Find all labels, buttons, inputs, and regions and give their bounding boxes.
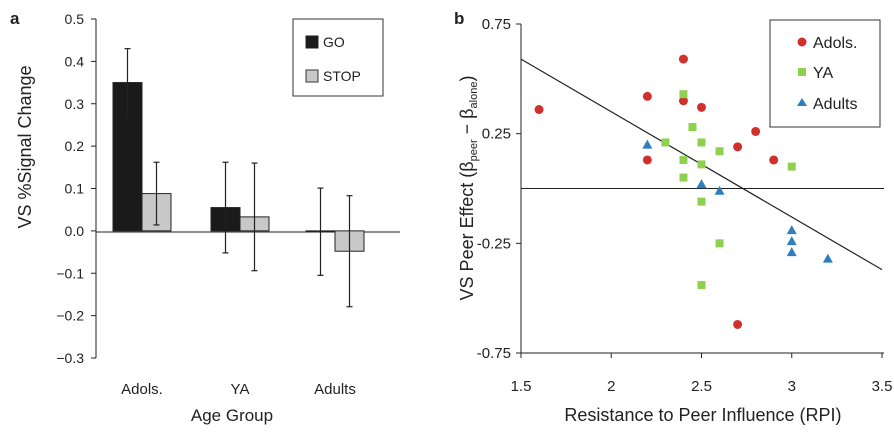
panel-b-legend: Adols. YA Adults (769, 19, 881, 128)
point-adults (786, 247, 797, 257)
point-adults (696, 179, 707, 189)
point-adols (678, 96, 688, 106)
panel-b-y-tick-label: 0.25 (482, 126, 511, 143)
point-ya (679, 90, 688, 99)
panel-b-y-tick-label: -0.75 (477, 345, 511, 362)
panel-a-legend-box (292, 18, 384, 97)
panel-a-y-tick-label: −0.3 (56, 350, 84, 366)
point-ya (697, 281, 706, 290)
point-ya (787, 162, 796, 171)
point-adols (751, 126, 761, 136)
panel-a-x-axis-label: Age Group (191, 406, 273, 425)
legend-adols-marker (797, 37, 807, 47)
point-adols (642, 155, 652, 165)
panel-b-x-tick-label: 2.5 (691, 378, 712, 395)
panel-a-y-axis-label: VS %Signal Change (15, 65, 35, 228)
panel-a-y-tick-label: 0.3 (65, 96, 85, 112)
point-adols (678, 54, 688, 64)
panel-b-y-label-prefix: VS Peer Effect (β (457, 161, 477, 300)
panel-a-label: a (10, 9, 20, 28)
panel-b-label: b (454, 9, 464, 28)
point-ya (679, 173, 688, 182)
panel-b-y-label-mid: − β (457, 108, 477, 139)
legend-go-label: GO (323, 34, 345, 50)
point-adols (642, 91, 652, 101)
panel-b-x-axis-label: Resistance to Peer Influence (RPI) (564, 405, 841, 425)
legend-adols-label: Adols. (813, 35, 857, 52)
panel-a-legend: GO STOP (292, 18, 384, 97)
panel-a-y-tick-label: 0.1 (65, 181, 85, 197)
point-adults (642, 139, 653, 149)
panel-b-y-axis-label: VS Peer Effect (βpeer − βalone) (457, 76, 480, 301)
point-adols (733, 142, 743, 152)
point-ya (688, 123, 697, 132)
point-ya (715, 239, 724, 248)
panel-a-y-tick-label: −0.2 (56, 308, 84, 324)
panel-a-x-tick-label: Adols. (121, 381, 163, 398)
panel-a-y-tick-label: 0.0 (65, 223, 85, 239)
panel-a-x-tick-label: Adults (314, 381, 356, 398)
legend-stop-label: STOP (323, 68, 361, 84)
legend-adults-label: Adults (813, 96, 857, 113)
legend-go-swatch (305, 35, 319, 49)
panel-a-chart: a VS %Signal Change Age Group 0.5 0.4 0.3 0… (10, 9, 400, 425)
legend-adults-marker (797, 98, 807, 106)
legend-ya-marker (798, 68, 806, 76)
point-ya (697, 160, 706, 169)
point-ya (697, 197, 706, 206)
panel-b-y-tick-label: -0.25 (477, 235, 511, 252)
panel-a-y-tick-label: 0.2 (65, 138, 85, 154)
panel-a-x-tick-label: YA (231, 381, 250, 398)
point-ya (679, 155, 688, 164)
panel-a-y-tick-label: −0.1 (56, 265, 84, 281)
point-adults (786, 225, 797, 235)
legend-stop-swatch (305, 69, 319, 83)
point-ya (661, 138, 670, 147)
point-adults (786, 236, 797, 246)
panel-b-y-label-suffix: ) (457, 76, 477, 82)
point-adults (714, 185, 725, 195)
panel-b-legend-box (769, 19, 881, 128)
point-adols (733, 319, 743, 329)
panel-a-y-tick-label: 0.4 (65, 53, 85, 69)
panel-b-x-tick-label: 1.5 (511, 378, 532, 395)
panel-b-x-tick-label: 3.5 (872, 378, 893, 395)
panel-b-y-label-sub1: peer (468, 139, 480, 161)
point-ya (697, 138, 706, 147)
panel-b-x-tick-label: 2 (607, 378, 615, 395)
panel-b-chart: b VS Peer Effect (βpeer − βalone) Resist… (454, 9, 892, 425)
panel-b-x-tick-label: 3 (788, 378, 796, 395)
point-adols (769, 155, 779, 165)
panel-b-y-tick-label: 0.75 (482, 16, 511, 33)
point-ya (715, 147, 724, 156)
panel-b-y-label-sub2: alone (468, 82, 480, 109)
legend-ya-label: YA (813, 65, 833, 82)
point-adols (534, 105, 544, 115)
point-adols (697, 102, 706, 112)
panel-a-y-tick-label: 0.5 (65, 11, 85, 27)
point-adults (822, 253, 833, 263)
